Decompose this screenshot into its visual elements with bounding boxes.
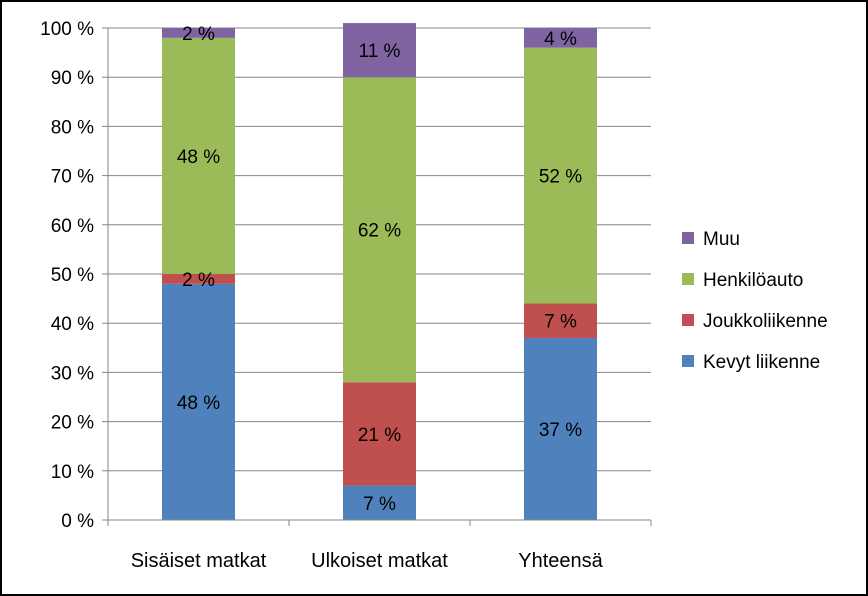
legend-label-muu: Muu <box>703 229 740 250</box>
y-tick-label: 40 % <box>51 314 94 335</box>
bar-segment-henkiloauto-yhteensa <box>524 47 597 304</box>
y-tick-label: 60 % <box>51 216 94 237</box>
data-label: 62 % <box>358 221 401 242</box>
bar-segment-kevyt-liikenne-sisaiset-matkat <box>162 283 235 520</box>
data-label: 2 % <box>182 24 215 45</box>
legend-label-joukkoliikenne: Joukkoliikenne <box>703 311 828 332</box>
data-label: 48 % <box>177 147 220 168</box>
data-label: 11 % <box>359 41 401 62</box>
bar-segment-kevyt-liikenne-yhteensa <box>524 337 597 520</box>
y-tick-label: 70 % <box>51 167 94 188</box>
data-label: 7 % <box>363 494 396 515</box>
legend-label-kevyt-liikenne: Kevyt liikenne <box>703 352 820 373</box>
data-label: 48 % <box>177 393 220 414</box>
category-label: Yhteensä <box>518 550 603 572</box>
data-labels: 48 % 2 % 48 % 2 % 7 % 21 % 62 % 11 % 37 % 7 % 52 %… <box>177 24 582 515</box>
y-tick-label: 50 % <box>51 265 94 286</box>
axes: 0 % 10 % 20 % 30 % 40 % 50 % 60 % 70 % 80 % 90 % 1… <box>40 19 652 572</box>
data-label: 7 % <box>544 312 577 333</box>
data-label: 4 % <box>544 29 577 50</box>
bar-segment-joukkoliikenne-sisaiset-matkat <box>162 274 235 284</box>
bar-segment-muu-ulkoiset-matkat <box>343 23 416 78</box>
y-tick-label: 80 % <box>51 117 94 138</box>
legend-label-henkiloauto: Henkilöauto <box>703 270 803 291</box>
bar-segment-henkiloauto-sisaiset-matkat <box>162 37 235 275</box>
category-label: Ulkoiset matkat <box>311 550 448 572</box>
bars <box>162 23 597 520</box>
bar-segment-kevyt-liikenne-ulkoiset-matkat <box>343 485 416 520</box>
data-label: 52 % <box>539 167 582 188</box>
y-tick-label: 20 % <box>51 413 94 434</box>
bar-segment-joukkoliikenne-yhteensa <box>524 303 597 338</box>
y-tick-label: 100 % <box>40 19 94 40</box>
bar-segment-muu-sisaiset-matkat <box>162 28 235 38</box>
y-tick-label: 30 % <box>51 363 94 384</box>
legend-swatch-muu <box>682 232 694 244</box>
y-tick-label: 90 % <box>51 68 94 89</box>
bar-segment-joukkoliikenne-ulkoiset-matkat <box>343 382 416 486</box>
legend: Muu Henkilöauto Joukkoliikenne Kevyt liiken… <box>682 229 828 373</box>
y-tick-label: 10 % <box>51 462 94 483</box>
legend-swatch-henkiloauto <box>682 273 694 285</box>
data-label: 21 % <box>358 425 401 446</box>
bar-segment-henkiloauto-ulkoiset-matkat <box>343 77 416 383</box>
category-label: Sisäiset matkat <box>131 550 267 572</box>
legend-swatch-joukkoliikenne <box>682 314 694 326</box>
y-tick-label: 0 % <box>61 511 94 532</box>
data-label: 37 % <box>539 420 582 441</box>
legend-swatch-kevyt-liikenne <box>682 355 694 367</box>
bar-segment-muu-yhteensa <box>524 28 597 48</box>
data-label: 2 % <box>182 270 215 291</box>
